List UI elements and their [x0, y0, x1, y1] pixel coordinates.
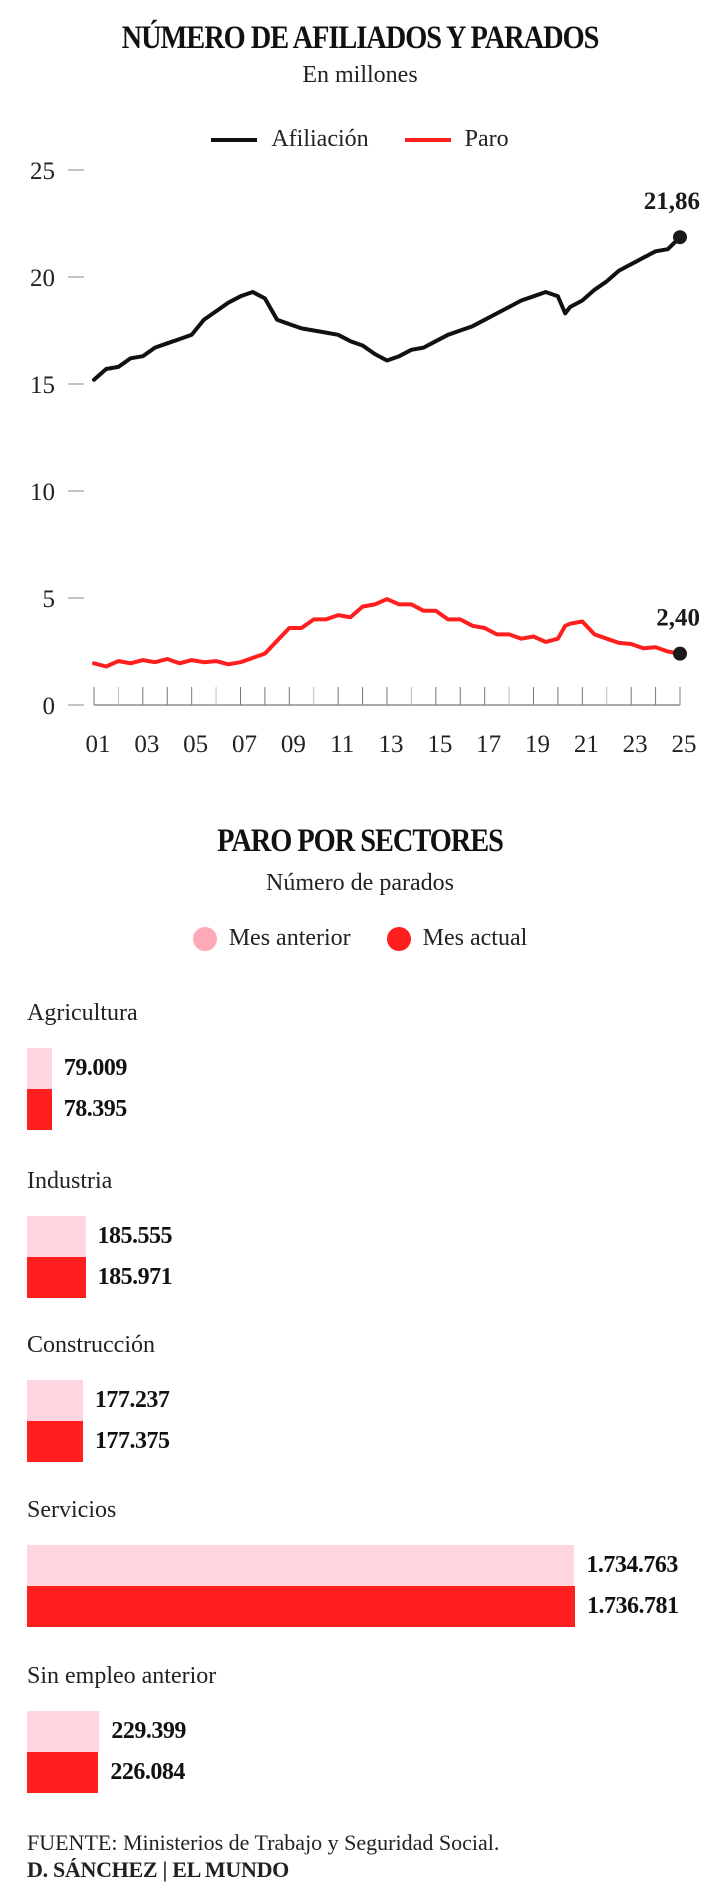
bar-value-label: 177.237 — [94, 1387, 170, 1413]
bar-row: 177.237 — [27, 1380, 170, 1421]
sector-group: Agricultura 79.009 78.395 — [27, 1000, 138, 1130]
legend-label-mes-actual: Mes actual — [422, 925, 528, 951]
bar-value-label: 229.399 — [111, 1718, 186, 1744]
x-tick-label: 17 — [476, 731, 501, 758]
bar-mes-actual — [27, 1089, 52, 1130]
legend-label-paro: Paro — [464, 126, 509, 152]
line-chart-subtitle: En millones — [302, 62, 418, 88]
legend-swatch-afiliacion — [211, 137, 258, 142]
series-line-afiliacion — [92, 235, 682, 382]
legend-item-paro: Paro — [404, 126, 509, 153]
y-tick-label: 5 — [43, 586, 56, 613]
bar-value-label: 1.736.781 — [587, 1593, 679, 1619]
sector-label: Sin empleo anterior — [27, 1663, 217, 1689]
legend-swatch-paro — [404, 137, 451, 142]
bar-value-label: 185.971 — [97, 1264, 173, 1290]
bar-row: 226.084 — [27, 1752, 216, 1793]
x-tick-label: 01 — [86, 731, 111, 758]
sector-label: Agricultura — [27, 1000, 138, 1026]
y-tick-label: 0 — [43, 693, 56, 720]
x-tick-label: 19 — [525, 731, 550, 758]
sector-group: Industria 185.555 185.971 — [27, 1168, 173, 1298]
line-chart-legend: Afiliación Paro — [0, 126, 720, 153]
x-tick-label: 23 — [623, 731, 648, 758]
bar-row: 185.555 — [27, 1216, 173, 1257]
source-label: FUENTE: — [27, 1830, 118, 1855]
bar-row: 185.971 — [27, 1257, 173, 1298]
bar-mes-anterior — [27, 1216, 86, 1257]
sector-group: Construcción 177.237 177.375 — [27, 1332, 170, 1462]
series-line-paro — [92, 597, 682, 669]
sector-label: Servicios — [27, 1497, 117, 1523]
legend-label-afiliacion: Afiliación — [271, 126, 369, 152]
y-axis: 0 5 10 15 20 25 — [30, 158, 84, 720]
y-tick-label: 15 — [30, 372, 55, 399]
x-tick-label: 05 — [183, 731, 208, 758]
x-tick-label: 15 — [427, 731, 452, 758]
bar-row: 78.395 — [27, 1089, 138, 1130]
bar-chart-subtitle: Número de parados — [266, 870, 454, 896]
y-tick-label: 10 — [30, 479, 55, 506]
bar-mes-actual — [27, 1752, 99, 1793]
sector-label: Construcción — [27, 1332, 155, 1358]
bar-value-label: 185.555 — [97, 1223, 173, 1249]
bar-value-label: 79.009 — [63, 1055, 128, 1081]
bar-mes-actual — [27, 1586, 575, 1627]
x-axis: 01 03 05 07 09 11 13 15 17 19 21 23 25 — [86, 687, 697, 758]
bar-row: 1.734.763 — [27, 1545, 678, 1586]
bar-mes-anterior — [27, 1048, 52, 1089]
bar-chart-legend: Mes anterior Mes actual — [0, 925, 720, 952]
series-end-label: 21,86 — [644, 188, 700, 215]
x-tick-label: 25 — [672, 731, 697, 758]
x-tick-label: 09 — [281, 731, 306, 758]
legend-dot-mes-anterior — [192, 926, 217, 951]
bar-mes-anterior — [27, 1711, 100, 1752]
end-labels: 21,86 2,40 — [644, 188, 700, 661]
legend-item-afiliacion: Afiliación — [211, 126, 369, 153]
x-tick-label: 03 — [134, 731, 159, 758]
legend-label-mes-anterior: Mes anterior — [228, 925, 351, 951]
bar-value-label: 226.084 — [110, 1759, 185, 1785]
legend-dot-mes-actual — [386, 926, 411, 951]
bar-value-label: 1.734.763 — [586, 1552, 678, 1578]
bar-value-label: 78.395 — [63, 1096, 128, 1122]
line-chart-title: NÚMERO DE AFILIADOS Y PARADOS — [121, 20, 600, 56]
source-text: Ministerios de Trabajo y Seguridad Socia… — [122, 1830, 500, 1855]
sector-group: Sin empleo anterior 229.399 226.084 — [27, 1663, 216, 1793]
x-tick-label: 11 — [330, 731, 354, 758]
series-layer — [92, 235, 682, 669]
series-end-label: 2,40 — [656, 605, 700, 632]
source-line: FUENTE: Ministerios de Trabajo y Segurid… — [27, 1830, 499, 1856]
series-end-point — [673, 230, 687, 245]
bar-mes-anterior — [27, 1545, 575, 1586]
sector-group: Servicios 1.734.763 1.736.781 — [27, 1497, 679, 1627]
legend-item-mes-anterior: Mes anterior — [192, 925, 351, 952]
bar-row: 177.375 — [27, 1421, 170, 1462]
bar-chart-title: PARO POR SECTORES — [217, 823, 504, 859]
x-tick-label: 21 — [574, 731, 599, 758]
series-end-point — [673, 646, 687, 661]
y-tick-label: 20 — [30, 265, 55, 292]
bar-mes-actual — [27, 1257, 86, 1298]
credit-line: D. SÁNCHEZ | EL MUNDO — [27, 1857, 289, 1882]
bar-row: 79.009 — [27, 1048, 138, 1089]
sector-label: Industria — [27, 1168, 113, 1194]
bar-row: 1.736.781 — [27, 1586, 679, 1627]
legend-item-mes-actual: Mes actual — [386, 925, 528, 952]
bar-row: 229.399 — [27, 1711, 216, 1752]
x-tick-label: 13 — [379, 731, 404, 758]
bar-mes-actual — [27, 1421, 83, 1462]
bar-mes-anterior — [27, 1380, 83, 1421]
y-tick-label: 25 — [30, 158, 55, 185]
bar-value-label: 177.375 — [94, 1428, 170, 1454]
x-tick-label: 07 — [232, 731, 257, 758]
